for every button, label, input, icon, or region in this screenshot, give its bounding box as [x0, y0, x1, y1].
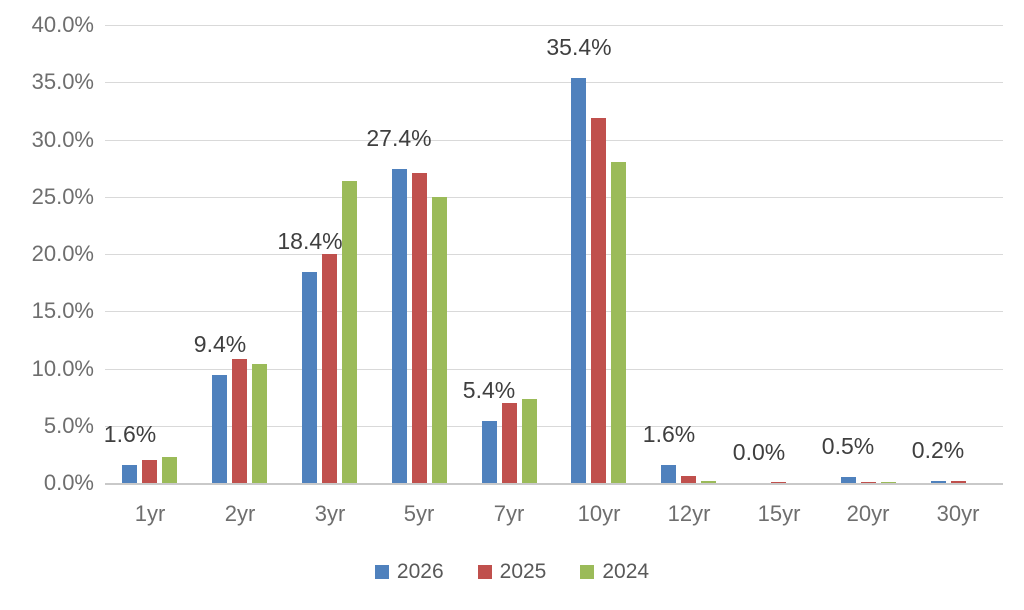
- legend-swatch-2024: [580, 565, 595, 579]
- bar-2026-3yr: [302, 272, 317, 483]
- bar-2026-10yr: [571, 78, 586, 483]
- legend-item-2026: 2026: [374, 560, 444, 584]
- bar-2026-2yr: [212, 375, 227, 483]
- bar-2024-3yr: [342, 181, 357, 483]
- legend-swatch-2026: [374, 565, 389, 579]
- x-axis-line: [105, 483, 1003, 485]
- gridline: [105, 426, 1003, 427]
- bar-2024-2yr: [252, 364, 267, 483]
- legend-swatch-2025: [477, 565, 492, 579]
- legend-label: 2024: [602, 560, 650, 583]
- bar-data-label: 5.4%: [462, 377, 516, 403]
- gridline: [105, 140, 1003, 141]
- gridline: [105, 82, 1003, 83]
- bar-2024-1yr: [162, 457, 177, 483]
- x-axis-category-label: 2yr: [224, 501, 256, 526]
- bar-2026-20yr: [841, 477, 856, 483]
- gridline: [105, 369, 1003, 370]
- bar-data-label: 0.2%: [911, 437, 965, 463]
- bar-2026-1yr: [122, 465, 137, 483]
- x-axis-category-label: 1yr: [134, 501, 166, 526]
- bar-2026-5yr: [392, 169, 407, 483]
- bar-2024-10yr: [611, 162, 626, 483]
- bar-2024-7yr: [522, 399, 537, 483]
- bar-2026-30yr: [931, 481, 946, 483]
- bar-2025-5yr: [412, 173, 427, 483]
- x-axis-category-label: 3yr: [314, 501, 346, 526]
- bar-data-label: 35.4%: [546, 34, 612, 60]
- x-axis-category-label: 10yr: [577, 501, 621, 526]
- gridline: [105, 254, 1003, 255]
- gridline: [105, 25, 1003, 26]
- y-axis-tick-label: 20.0%: [31, 241, 94, 266]
- bar-2026-7yr: [482, 421, 497, 483]
- y-axis-tick-label: 15.0%: [31, 298, 94, 323]
- bar-2024-20yr: [881, 482, 896, 483]
- bar-data-label: 1.6%: [642, 421, 696, 447]
- legend-item-2025: 2025: [477, 560, 547, 584]
- bar-2025-12yr: [681, 476, 696, 483]
- bar-data-label: 18.4%: [277, 228, 343, 254]
- y-axis-tick-label: 25.0%: [31, 184, 94, 209]
- bar-2025-2yr: [232, 359, 247, 483]
- bar-data-label: 0.0%: [732, 439, 786, 465]
- x-axis-category-label: 30yr: [936, 501, 980, 526]
- x-axis-category-label: 20yr: [846, 501, 890, 526]
- x-axis-category-label: 7yr: [493, 501, 525, 526]
- y-axis-tick-label: 30.0%: [31, 127, 94, 152]
- y-axis-tick-label: 40.0%: [31, 12, 94, 37]
- bar-2025-10yr: [591, 118, 606, 483]
- bar-2025-20yr: [861, 482, 876, 483]
- bar-data-label: 1.6%: [103, 421, 157, 447]
- bar-data-label: 27.4%: [366, 125, 432, 151]
- y-axis-tick-label: 0.0%: [43, 470, 94, 495]
- bar-2026-12yr: [661, 465, 676, 483]
- gridline: [105, 197, 1003, 198]
- bar-2025-15yr: [771, 482, 786, 483]
- bar-data-label: 9.4%: [193, 331, 247, 357]
- bar-2025-1yr: [142, 460, 157, 483]
- bar-2024-12yr: [701, 481, 716, 483]
- legend: 2026 2025 2024: [0, 560, 1024, 584]
- legend-item-2024: 2024: [580, 560, 649, 584]
- y-axis-tick-label: 10.0%: [31, 356, 94, 381]
- bar-data-label: 0.5%: [821, 433, 875, 459]
- y-axis-tick-label: 5.0%: [43, 413, 94, 438]
- x-axis-category-label: 5yr: [403, 501, 435, 526]
- legend-label: 2026: [396, 560, 444, 583]
- bar-2025-30yr: [951, 481, 966, 483]
- x-axis-category-label: 12yr: [667, 501, 711, 526]
- x-axis-category-label: 15yr: [757, 501, 801, 526]
- gridline: [105, 311, 1003, 312]
- bar-2025-3yr: [322, 254, 337, 483]
- y-axis-tick-label: 35.0%: [31, 69, 94, 94]
- bar-2025-7yr: [502, 403, 517, 483]
- bar-2024-5yr: [432, 197, 447, 483]
- legend-label: 2025: [499, 560, 547, 583]
